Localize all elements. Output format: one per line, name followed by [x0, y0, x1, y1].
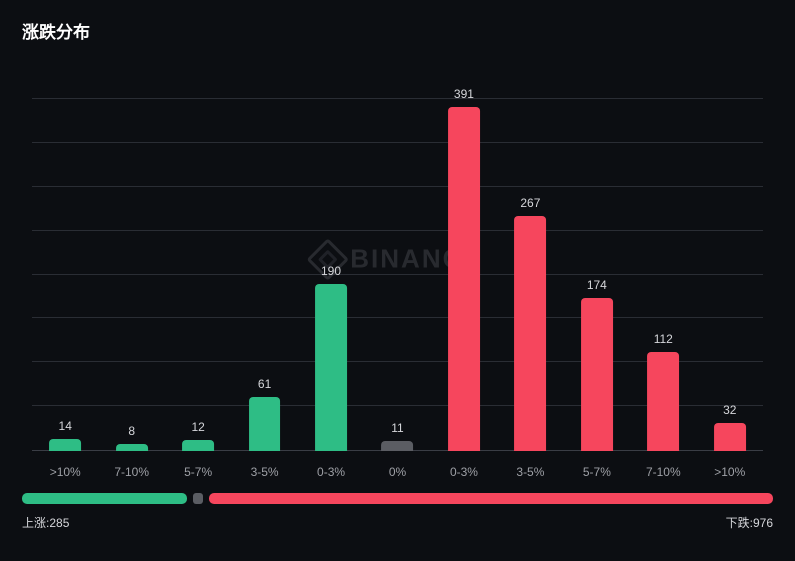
summary-row: 上涨:285 下跌:976 [22, 493, 773, 531]
chart-bar: 8 [116, 444, 148, 451]
chart-bar: 391 [448, 107, 480, 451]
chart-category-labels: >10%7-10%5-7%3-5%0-3%0%0-3%3-5%5-7%7-10%… [32, 457, 763, 487]
chart-bar: 12 [182, 440, 214, 451]
chart-category-label: 7-10% [98, 457, 164, 487]
down-summary: 下跌:976 [726, 514, 773, 531]
up-down-ratio-bar [22, 493, 773, 504]
panel-title: 涨跌分布 [22, 18, 773, 43]
chart-bar-value-label: 8 [128, 424, 135, 438]
up-summary: 上涨:285 [22, 514, 69, 531]
chart-bar-value-label: 14 [59, 419, 72, 433]
chart-category-label: >10% [697, 457, 763, 487]
up-label: 上涨 [22, 516, 46, 530]
down-value: 976 [753, 516, 773, 530]
chart-bar-value-label: 174 [587, 278, 607, 292]
summary-labels: 上涨:285 下跌:976 [22, 514, 773, 531]
chart-category-label: 0-3% [298, 457, 364, 487]
chart-category-label: 5-7% [165, 457, 231, 487]
chart-bar-slot: 61 [231, 99, 297, 451]
chart-bar: 112 [647, 352, 679, 451]
chart-bar-value-label: 11 [391, 421, 403, 435]
chart-bar-slot: 11 [364, 99, 430, 451]
chart-bar: 61 [249, 397, 281, 451]
chart-category-label: 0% [364, 457, 430, 487]
chart-category-label: 5-7% [564, 457, 630, 487]
chart-bar: 32 [714, 423, 746, 451]
chart-bar-value-label: 61 [258, 377, 271, 391]
chart-bar-value-label: 190 [321, 264, 341, 278]
down-label: 下跌 [726, 516, 750, 530]
chart-bar-slot: 391 [431, 99, 497, 451]
distribution-bar-chart: BINANCE 14812611901139126717411232 >10%7… [22, 49, 773, 487]
chart-bar-value-label: 391 [454, 87, 474, 101]
chart-bar-value-label: 267 [520, 196, 540, 210]
chart-bars: 14 8 12 61 190 11 391 267 174 112 32 [32, 99, 763, 451]
chart-bar-slot: 12 [165, 99, 231, 451]
chart-bar-value-label: 112 [654, 332, 673, 346]
chart-bar-slot: 8 [98, 99, 164, 451]
ratio-separator [193, 493, 203, 504]
up-value: 285 [49, 516, 69, 530]
chart-bar-slot: 190 [298, 99, 364, 451]
chart-bar: 14 [49, 439, 81, 451]
ratio-up-segment [22, 493, 187, 504]
chart-bar-slot: 112 [630, 99, 696, 451]
chart-bar-slot: 32 [697, 99, 763, 451]
chart-category-label: >10% [32, 457, 98, 487]
chart-bar-slot: 267 [497, 99, 563, 451]
chart-bar: 267 [514, 216, 546, 451]
ratio-down-segment [209, 493, 773, 504]
distribution-panel: 涨跌分布 BINANCE 14812611901139126717411232 … [0, 0, 795, 561]
chart-bar: 190 [315, 284, 347, 451]
chart-category-label: 3-5% [231, 457, 297, 487]
chart-category-label: 3-5% [497, 457, 563, 487]
chart-bar-slot: 14 [32, 99, 98, 451]
chart-bar-value-label: 32 [723, 403, 736, 417]
chart-category-label: 7-10% [630, 457, 696, 487]
chart-category-label: 0-3% [431, 457, 497, 487]
chart-bar: 174 [581, 298, 613, 451]
chart-bar-slot: 174 [564, 99, 630, 451]
chart-bar: 11 [382, 441, 414, 451]
chart-bar-value-label: 12 [191, 420, 204, 434]
